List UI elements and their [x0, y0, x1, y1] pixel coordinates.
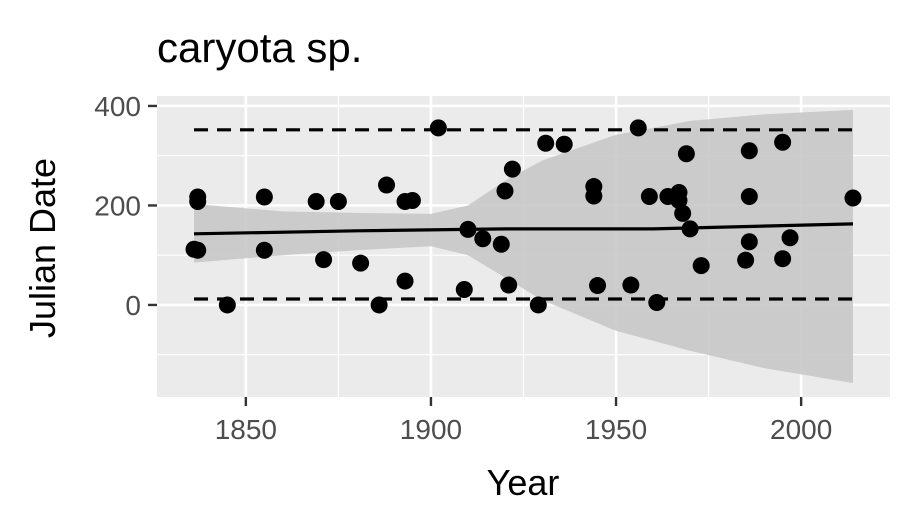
data-point	[474, 230, 492, 248]
x-axis-title: Year	[487, 462, 560, 503]
data-point	[503, 160, 521, 178]
data-point	[218, 296, 236, 314]
data-point	[648, 293, 666, 311]
data-points	[185, 119, 862, 314]
data-point	[492, 235, 510, 253]
data-point	[674, 204, 692, 222]
data-point	[589, 277, 607, 295]
data-point	[681, 220, 699, 238]
y-axis-title: Julian Date	[22, 158, 63, 338]
data-point	[670, 184, 688, 202]
data-point	[740, 142, 758, 160]
data-point	[585, 187, 603, 205]
data-point	[500, 276, 518, 294]
data-point	[189, 188, 207, 206]
data-point	[315, 251, 333, 269]
data-point	[255, 241, 273, 259]
data-point	[396, 272, 414, 290]
data-point	[455, 281, 473, 299]
data-point	[781, 229, 799, 247]
chart-title: caryota sp.	[157, 24, 362, 71]
x-tick-label: 1950	[585, 414, 647, 445]
data-point	[429, 119, 447, 137]
data-point	[459, 220, 477, 238]
data-point	[378, 176, 396, 194]
dashed-reference-lines	[194, 128, 853, 301]
data-point	[403, 191, 421, 209]
data-point	[352, 254, 370, 272]
data-point	[537, 134, 555, 152]
data-point	[307, 192, 325, 210]
x-tick-label: 1850	[215, 414, 277, 445]
y-tick-label: 0	[125, 290, 141, 321]
data-point	[844, 189, 862, 207]
data-point	[692, 257, 710, 275]
data-point	[255, 188, 273, 206]
data-point	[370, 296, 388, 314]
data-point	[737, 251, 755, 269]
data-point	[529, 296, 547, 314]
data-point	[496, 182, 514, 200]
data-point	[740, 187, 758, 205]
data-point	[622, 276, 640, 294]
x-tick-label: 1900	[400, 414, 462, 445]
y-tick-label: 200	[94, 190, 141, 221]
data-point	[189, 241, 207, 259]
trend-line	[193, 222, 854, 236]
x-tick-label: 2000	[770, 414, 832, 445]
data-point	[677, 145, 695, 163]
axes: 0 200 400 1850 1900 1950 2000	[94, 91, 832, 445]
data-point	[740, 233, 758, 251]
confidence-band	[194, 109, 853, 384]
y-tick-label: 400	[94, 91, 141, 122]
data-point	[329, 192, 347, 210]
data-point	[555, 135, 573, 153]
data-point	[774, 133, 792, 151]
data-point	[629, 119, 647, 137]
data-point	[640, 187, 658, 205]
data-point	[774, 250, 792, 268]
